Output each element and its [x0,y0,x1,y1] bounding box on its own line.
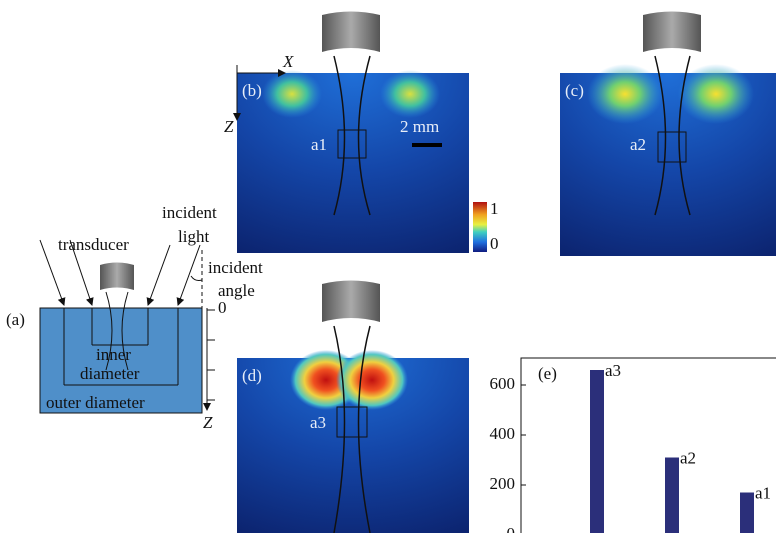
transducer [100,263,134,291]
panel-b: X Z (b) a1 2 mm 1 0 [224,12,499,254]
panel-label: (d) [242,366,262,385]
label: incident [162,203,217,222]
angle-arc [191,276,202,281]
hotspot [262,70,322,118]
region-label: a1 [311,135,327,154]
axis-label: Z [224,117,234,136]
incident-ray [178,245,200,305]
transducer [322,12,380,53]
hotspot [380,70,440,118]
bar [740,493,754,533]
panel-a: transducer incident light incident angle… [6,203,263,432]
label: incident [208,258,263,277]
bar [590,370,604,533]
label: light [178,227,209,246]
bar-label: a1 [755,483,771,502]
y-tick-label: 400 [490,424,516,443]
region-label: a3 [310,413,326,432]
panel-label: (e) [538,364,557,383]
panel-c: (c) a2 [560,12,776,257]
y-tick-label: 600 [490,374,516,393]
incident-ray [148,245,170,305]
label: outer diameter [46,393,145,412]
y-tick-label: 0 [507,524,516,533]
depth-label: 0 [218,298,227,317]
colorbar-label: 0 [490,234,499,253]
transducer [643,12,701,53]
hotspot [336,350,408,410]
label: transducer [58,235,129,254]
label: diameter [80,364,140,383]
figure: X Z (b) a1 2 mm 1 0 (c) a2 (d) a3 transd… [0,0,776,533]
panel-label: (a) [6,310,25,329]
panel-d: (d) a3 [237,281,469,533]
panel-label: (b) [242,81,262,100]
label: inner [96,345,131,364]
plot-frame [521,358,776,533]
hotspot [587,64,663,124]
transducer [322,281,380,323]
depth-ticks [207,310,215,400]
bar [665,458,679,533]
bar-chart: (e) 0 200 400 600 a3 a2 a1 [490,358,776,533]
colorbar-label: 1 [490,199,499,218]
colorbar [473,202,487,252]
scale-label: 2 mm [400,117,439,136]
hotspot [678,64,754,124]
axis-label: Z [203,413,213,432]
panel-label: (c) [565,81,584,100]
bar-label: a3 [605,361,621,380]
y-tick-label: 200 [490,474,516,493]
region-label: a2 [630,135,646,154]
axis-label: X [282,52,294,71]
bar-label: a2 [680,448,696,467]
